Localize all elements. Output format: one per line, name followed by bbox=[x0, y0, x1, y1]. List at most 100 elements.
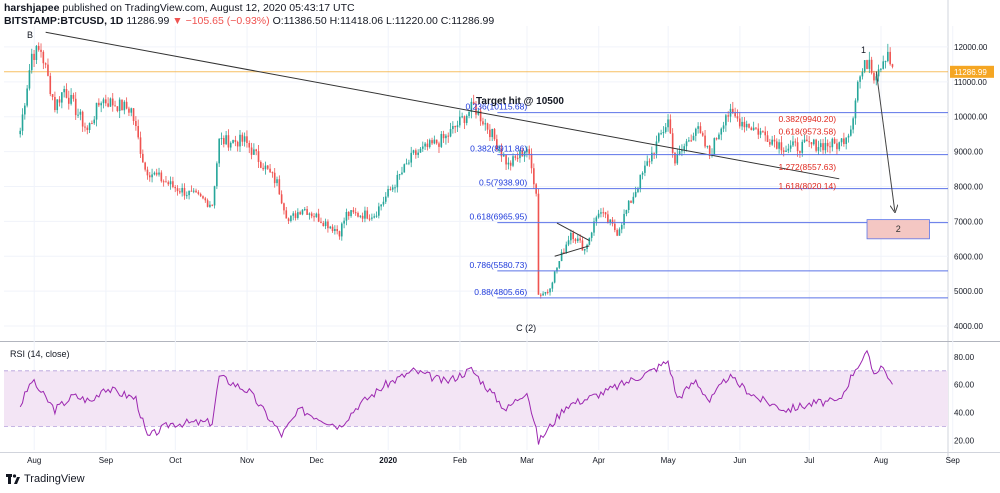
candle bbox=[442, 133, 445, 139]
candle bbox=[662, 132, 665, 134]
candle bbox=[708, 145, 711, 156]
candle bbox=[202, 196, 204, 199]
symbol-label: BITSTAMP:BTCUSD, 1D bbox=[4, 15, 124, 27]
candle bbox=[162, 181, 165, 183]
candle bbox=[197, 192, 200, 194]
candle bbox=[174, 187, 177, 189]
candle bbox=[787, 148, 790, 151]
candle bbox=[782, 150, 785, 152]
candle bbox=[544, 291, 547, 294]
candle bbox=[229, 142, 232, 148]
candle bbox=[870, 59, 873, 73]
candle bbox=[155, 172, 158, 175]
candle bbox=[449, 129, 452, 137]
candle bbox=[188, 190, 190, 196]
candle bbox=[604, 212, 607, 215]
candle bbox=[236, 141, 239, 147]
rsi-tick-label: 80.00 bbox=[954, 353, 975, 362]
trend-line bbox=[45, 31, 840, 180]
candle bbox=[479, 110, 482, 122]
candle bbox=[505, 154, 507, 165]
candle bbox=[209, 204, 211, 207]
candle bbox=[734, 112, 736, 117]
candle bbox=[440, 133, 443, 147]
published-text: published on TradingView.com, August 12,… bbox=[62, 2, 355, 14]
x-tick-label: Apr bbox=[593, 456, 606, 465]
candle bbox=[498, 149, 500, 151]
candle bbox=[688, 140, 690, 142]
candle bbox=[819, 143, 822, 148]
candle bbox=[732, 108, 734, 113]
candle bbox=[118, 99, 121, 111]
candle bbox=[674, 152, 676, 164]
candle bbox=[61, 92, 63, 103]
wedge-line bbox=[556, 222, 590, 242]
candle bbox=[496, 139, 498, 150]
candle bbox=[477, 110, 480, 115]
candle bbox=[359, 215, 362, 217]
candle bbox=[190, 190, 193, 192]
candle bbox=[111, 98, 114, 106]
candle bbox=[417, 152, 419, 155]
candle bbox=[646, 161, 649, 166]
candle bbox=[810, 142, 813, 145]
candle bbox=[836, 143, 838, 150]
candle bbox=[542, 293, 544, 296]
candle bbox=[424, 143, 426, 147]
candle bbox=[639, 174, 642, 189]
candle bbox=[579, 238, 581, 241]
candle bbox=[415, 150, 417, 155]
candle bbox=[880, 68, 882, 70]
candle bbox=[678, 151, 681, 155]
candle bbox=[572, 232, 574, 240]
candle bbox=[241, 134, 244, 142]
candle bbox=[130, 108, 133, 113]
x-tick-label: Jun bbox=[733, 456, 746, 465]
wave-one-label: 1 bbox=[861, 45, 866, 55]
candle bbox=[882, 61, 885, 69]
candle bbox=[213, 186, 216, 206]
candle bbox=[789, 145, 792, 149]
candle bbox=[65, 88, 68, 98]
candle bbox=[667, 119, 669, 128]
candle bbox=[151, 174, 153, 178]
candle bbox=[88, 123, 91, 130]
candle bbox=[556, 267, 558, 272]
candle bbox=[563, 252, 565, 254]
candle bbox=[135, 120, 137, 127]
candle bbox=[694, 128, 697, 136]
candle bbox=[44, 63, 47, 65]
candle bbox=[576, 238, 579, 242]
candle bbox=[822, 143, 824, 151]
candle bbox=[681, 150, 683, 152]
candle bbox=[47, 64, 49, 76]
candle bbox=[121, 99, 123, 111]
candle bbox=[803, 139, 806, 142]
candle bbox=[185, 195, 188, 197]
candle bbox=[664, 127, 667, 133]
candle bbox=[280, 194, 283, 204]
candle bbox=[644, 165, 646, 173]
candle bbox=[720, 128, 723, 135]
candle bbox=[255, 149, 258, 152]
candle bbox=[192, 190, 195, 192]
target-zone-box bbox=[866, 219, 930, 240]
candle bbox=[86, 127, 89, 130]
projection-arrow bbox=[875, 71, 895, 211]
candle bbox=[206, 200, 209, 207]
candle bbox=[35, 45, 38, 60]
candle bbox=[651, 152, 653, 162]
candle bbox=[676, 154, 679, 164]
rsi-pane[interactable]: 20.00 40.00 60.00 80.00 RSI (14, close) bbox=[4, 349, 975, 445]
candle bbox=[815, 139, 817, 151]
candle bbox=[623, 213, 625, 225]
candle bbox=[817, 147, 820, 151]
candle bbox=[611, 219, 614, 224]
candle bbox=[796, 142, 799, 152]
candle bbox=[600, 212, 602, 214]
candle bbox=[484, 123, 487, 125]
candle bbox=[854, 100, 857, 119]
candle bbox=[354, 212, 357, 214]
fib-extension-label: 0.618(9573.58) bbox=[778, 127, 836, 137]
